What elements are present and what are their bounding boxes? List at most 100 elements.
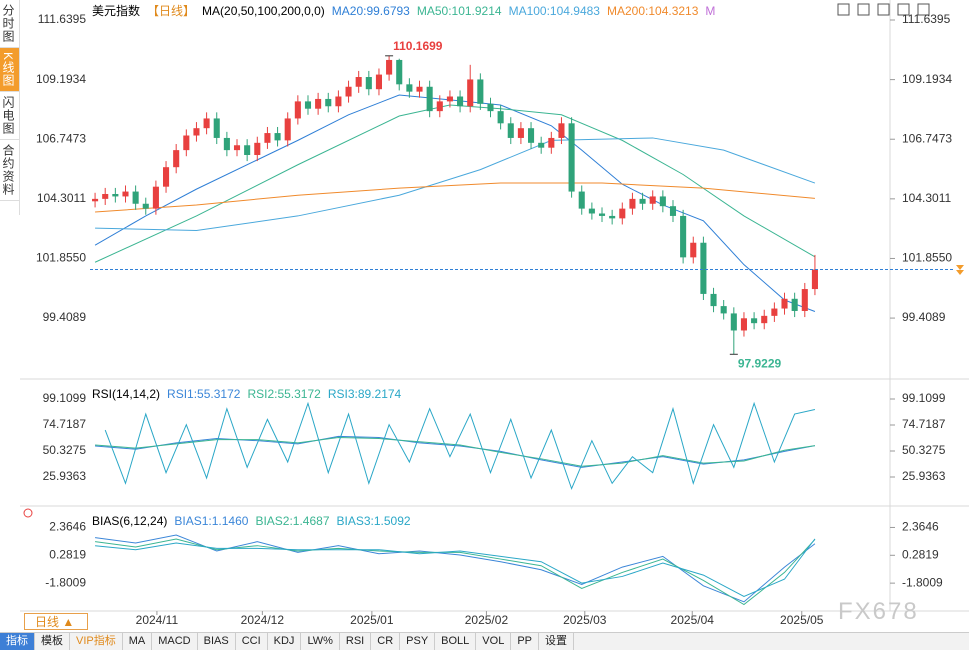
x-tick-label: 2025/04 <box>671 613 715 627</box>
candle-body <box>457 96 464 107</box>
toolbar-button[interactable]: PSY <box>400 633 436 650</box>
candle-body <box>528 128 535 143</box>
candle-body <box>507 123 514 138</box>
candle-body <box>203 118 210 129</box>
x-tick-label: 2024/12 <box>241 613 285 627</box>
legend-entry: MA100:104.9483 <box>508 3 600 18</box>
tool-icon[interactable] <box>897 3 910 16</box>
sidebar: 分时图 K线图 闪电图 合约资料 <box>0 0 20 215</box>
period-label: 日线 <box>35 615 60 629</box>
candle-body <box>406 84 413 92</box>
candle-body <box>436 101 443 112</box>
toolbar-button[interactable]: VOL <box>476 633 512 650</box>
y-tick-label: 109.1934 <box>902 72 952 86</box>
candle-body <box>213 118 220 138</box>
series-line <box>95 137 816 232</box>
y-tick-label: 99.1099 <box>43 391 87 405</box>
toolbar-button[interactable]: KDJ <box>268 633 302 650</box>
period-button[interactable]: 日线 ▲ <box>24 613 88 630</box>
candle-body <box>142 203 149 209</box>
toolbar-button[interactable]: CR <box>371 633 401 650</box>
toolbar-button[interactable]: BIAS <box>198 633 236 650</box>
series-line <box>95 534 816 603</box>
candle-body <box>375 74 382 90</box>
candle-body <box>568 123 575 192</box>
low-label: 97.9229 <box>738 356 782 370</box>
candle-body <box>487 103 494 112</box>
y-tick-label: 74.7187 <box>902 417 946 431</box>
candle-body <box>740 318 747 331</box>
candle-body <box>558 123 565 138</box>
sidebar-tab[interactable]: K线图 <box>0 48 19 93</box>
y-tick-label: 109.1934 <box>36 72 86 86</box>
sidebar-tab[interactable]: 闪电图 <box>0 92 19 141</box>
candle-body <box>446 96 453 102</box>
y-tick-label: 101.8550 <box>36 251 86 265</box>
y-tick-label: 99.4089 <box>43 310 87 324</box>
candle-body <box>609 215 616 219</box>
toolbar-button[interactable]: RSI <box>340 633 372 650</box>
candle-body <box>588 208 595 214</box>
candle-body <box>132 191 139 204</box>
toolbar-button[interactable]: BOLL <box>435 633 477 650</box>
legend-entry: BIAS1:1.1460 <box>174 514 249 528</box>
tool-icon[interactable] <box>917 3 930 16</box>
toolbar-button[interactable]: 指标 <box>0 633 35 650</box>
y-tick-label: 99.1099 <box>902 391 946 405</box>
settings-icon[interactable] <box>23 508 33 518</box>
candle-body <box>659 196 666 207</box>
sidebar-tab[interactable]: 合约资料 <box>0 140 19 202</box>
toolbar-button[interactable]: 模板 <box>35 633 70 650</box>
candle-body <box>122 191 129 197</box>
candle-body <box>365 77 372 90</box>
y-tick-label: 104.3011 <box>37 191 86 205</box>
y-tick-label: 25.9363 <box>902 469 946 483</box>
tool-icon[interactable] <box>837 3 850 16</box>
sidebar-tab[interactable]: 分时图 <box>0 0 19 48</box>
x-tick-label: 2025/03 <box>563 613 607 627</box>
series-line <box>95 538 816 598</box>
candle-body <box>173 150 180 168</box>
candle-body <box>619 208 626 219</box>
candle-body <box>791 298 798 311</box>
series-line <box>95 436 816 467</box>
y-tick-label: 0.2819 <box>49 547 86 561</box>
candle-body <box>517 128 524 138</box>
y-tick-label: 106.7473 <box>36 131 86 145</box>
candle-body <box>690 242 697 258</box>
candle-body <box>163 167 170 187</box>
y-tick-label: -1.8009 <box>45 575 86 589</box>
toolbar-button[interactable]: MA <box>123 633 153 650</box>
candle-body <box>355 77 362 87</box>
candle-body <box>629 198 636 209</box>
tool-icon[interactable] <box>877 3 890 16</box>
candle-body <box>751 318 758 324</box>
toolbar-button[interactable]: 设置 <box>539 633 574 650</box>
candle-body <box>335 96 342 107</box>
series-line <box>94 94 816 312</box>
toolbar-button[interactable]: MACD <box>152 633 198 650</box>
candle-body <box>548 137 555 148</box>
y-tick-label: 50.3275 <box>43 443 87 457</box>
toolbar-button[interactable]: PP <box>511 633 539 650</box>
legend-entry: RSI2:55.3172 <box>247 387 321 401</box>
toolbar-button[interactable]: LW% <box>301 633 340 650</box>
legend: RSI(14,14,2) RSI1:55.3172 RSI2:55.3172 RSI3… <box>92 387 401 401</box>
x-tick-label: 2024/11 <box>136 613 179 627</box>
candle-body <box>538 142 545 148</box>
candle-body <box>183 135 190 151</box>
toolbar-button[interactable]: VIP指标 <box>70 633 123 650</box>
y-tick-label: 104.3011 <box>902 191 951 205</box>
legend: 美元指数 【日线】 MA(20,50,100,200,0,0) MA20:99.679… <box>92 2 715 19</box>
series-line <box>95 538 816 606</box>
candle-body <box>284 118 291 141</box>
candle-body <box>294 101 301 119</box>
candle-body <box>304 101 312 109</box>
y-tick-label: 111.6395 <box>902 12 951 26</box>
candle-body <box>639 198 646 204</box>
toolbar-button[interactable]: CCI <box>236 633 268 650</box>
y-tick-label: 0.2819 <box>902 547 939 561</box>
candle-body <box>578 191 585 209</box>
tool-icon[interactable] <box>857 3 870 16</box>
